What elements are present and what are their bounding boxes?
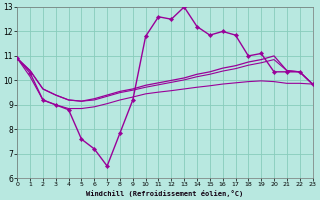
X-axis label: Windchill (Refroidissement éolien,°C): Windchill (Refroidissement éolien,°C): [86, 190, 244, 197]
